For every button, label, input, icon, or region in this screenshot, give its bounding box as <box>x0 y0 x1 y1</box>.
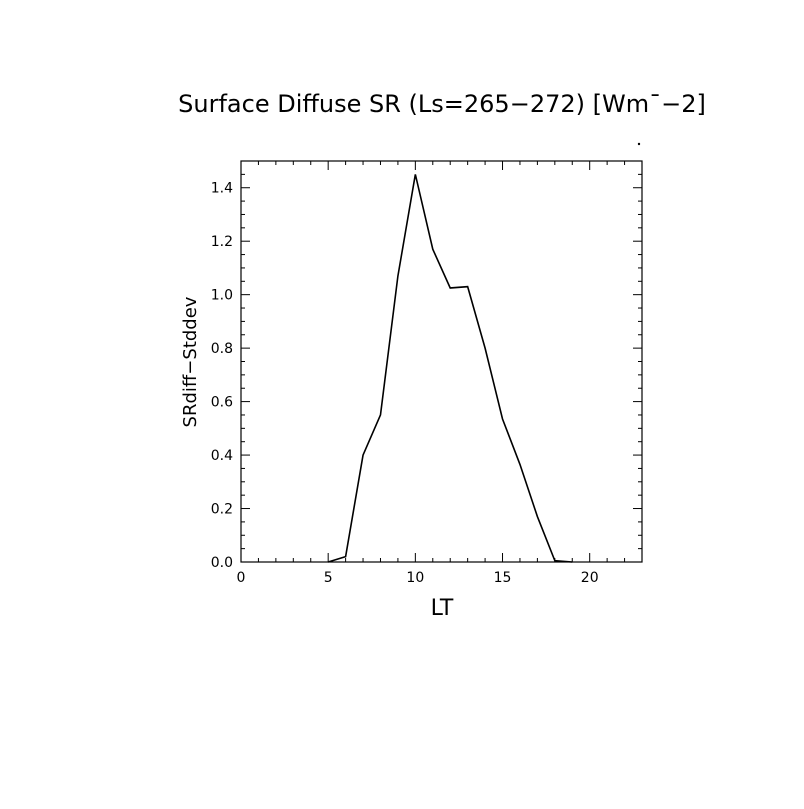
y-tick-label: 0.8 <box>211 341 233 357</box>
y-tick-label: 0.2 <box>211 502 233 518</box>
y-tick-label: 1.2 <box>211 234 233 250</box>
y-tick-label: 0.0 <box>211 555 233 571</box>
x-tick-label: 5 <box>324 570 333 586</box>
x-tick-label: 0 <box>237 570 246 586</box>
plot-frame <box>240 160 643 563</box>
x-tick-label: 10 <box>406 570 424 586</box>
x-tick-label: 20 <box>581 570 599 586</box>
y-axis-label: SRdiff−Stddev <box>180 296 201 427</box>
ticks-layer: 0 5 10 15 20 0.0 0.2 0.4 0.6 0.8 1.0 1.2 1.4 <box>211 160 643 586</box>
series-layer <box>327 174 573 563</box>
y-tick-label: 1.4 <box>211 181 233 197</box>
x-axis-label: LT <box>431 596 454 621</box>
chart-title: Surface Diffuse SR (Ls=265−272) [Wm¯−2] <box>178 90 706 118</box>
y-tick-label: 1.0 <box>211 288 233 304</box>
y-tick-label: 0.4 <box>211 448 233 464</box>
corner-dot <box>637 142 641 146</box>
series-line <box>327 174 573 563</box>
x-tick-label: 15 <box>494 570 512 586</box>
y-tick-label: 0.6 <box>211 395 233 411</box>
